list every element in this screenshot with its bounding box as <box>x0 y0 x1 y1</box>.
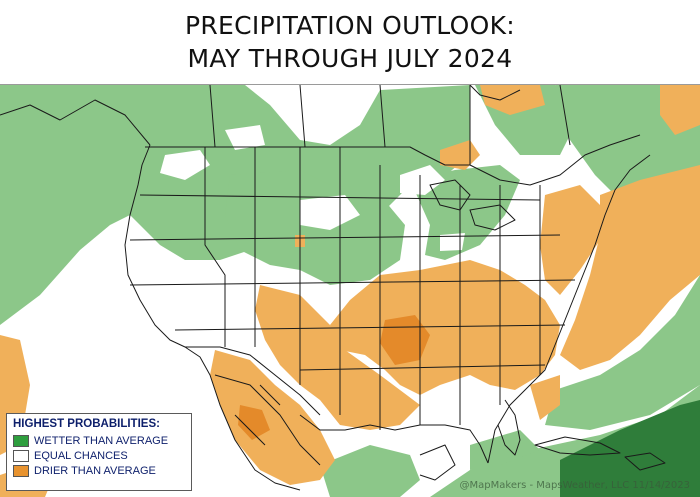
state-line-h4 <box>174 324 566 331</box>
equal-patch-ontario <box>400 165 445 195</box>
mexico-interior <box>214 374 321 466</box>
east-coastline <box>487 154 651 464</box>
credit-watermark: @MapMakers - MapsWeather, LLC 11/14/2023 <box>459 480 690 491</box>
canada-provinces <box>209 85 571 165</box>
florida <box>497 399 521 456</box>
wet-mexico-south <box>320 445 420 497</box>
equal-patch-idaho <box>160 150 210 180</box>
legend-item-equal: EQUAL CHANCES <box>13 448 185 463</box>
canada-us-border <box>145 134 641 186</box>
dry-southeast <box>330 260 560 395</box>
legend-title: HIGHEST PROBABILITIES: <box>13 418 160 430</box>
dry-mexico <box>210 350 335 485</box>
alaska-coast <box>0 99 151 146</box>
legend-swatch-wetter <box>13 434 29 447</box>
dry-east-coast <box>540 185 600 295</box>
equal-patch-montana <box>225 125 265 150</box>
boundaries <box>0 85 666 491</box>
dry-dark-mexico <box>238 405 270 440</box>
hispaniola <box>624 452 666 471</box>
mexico-border <box>185 346 321 416</box>
legend-item-drier: DRIER THAN AVERAGE <box>13 463 185 478</box>
yucatan <box>419 444 456 481</box>
great-lakes-outline <box>429 179 516 231</box>
title-bar: PRECIPITATION OUTLOOK: MAY THROUGH JULY … <box>0 0 700 85</box>
wet-atlantic-arc <box>545 275 700 430</box>
legend-swatch-equal <box>13 449 29 462</box>
dry-canada-patch-1 <box>480 85 545 115</box>
west-coastline <box>124 144 301 491</box>
dry-caribbean-east <box>530 375 560 420</box>
wet-dark-caribbean <box>560 400 700 497</box>
legend-label-wetter: WETTER THAN AVERAGE <box>34 434 169 447</box>
dry-northeast-top <box>660 85 700 135</box>
wet-gulf-east <box>470 430 540 470</box>
hudson-bay <box>469 85 521 101</box>
state-line-h1 <box>139 194 541 201</box>
wetter-dark-regions <box>560 400 700 497</box>
cuba <box>534 436 621 456</box>
legend-label-equal: EQUAL CHANCES <box>34 449 128 462</box>
equal-patch-michigan <box>440 233 465 251</box>
state-line-h5 <box>299 364 546 371</box>
dry-southern-plains <box>255 285 420 430</box>
equal-patch-dakotas <box>300 195 360 230</box>
dry-atlantic <box>560 165 700 370</box>
legend-label-drier: DRIER THAN AVERAGE <box>34 464 156 477</box>
legend-swatch-drier <box>13 464 29 477</box>
legend: HIGHEST PROBABILITIES: WETTER THAN AVERA… <box>6 413 192 491</box>
title-line-2: MAY THROUGH JULY 2024 <box>187 44 513 73</box>
gulf-coast <box>299 414 489 464</box>
title-line-1: PRECIPITATION OUTLOOK: <box>184 11 516 40</box>
equal-chance-patches <box>160 125 465 251</box>
state-line-h2 <box>129 234 561 241</box>
legend-item-wetter: WETTER THAN AVERAGE <box>13 433 185 448</box>
state-line-h3 <box>129 279 576 286</box>
